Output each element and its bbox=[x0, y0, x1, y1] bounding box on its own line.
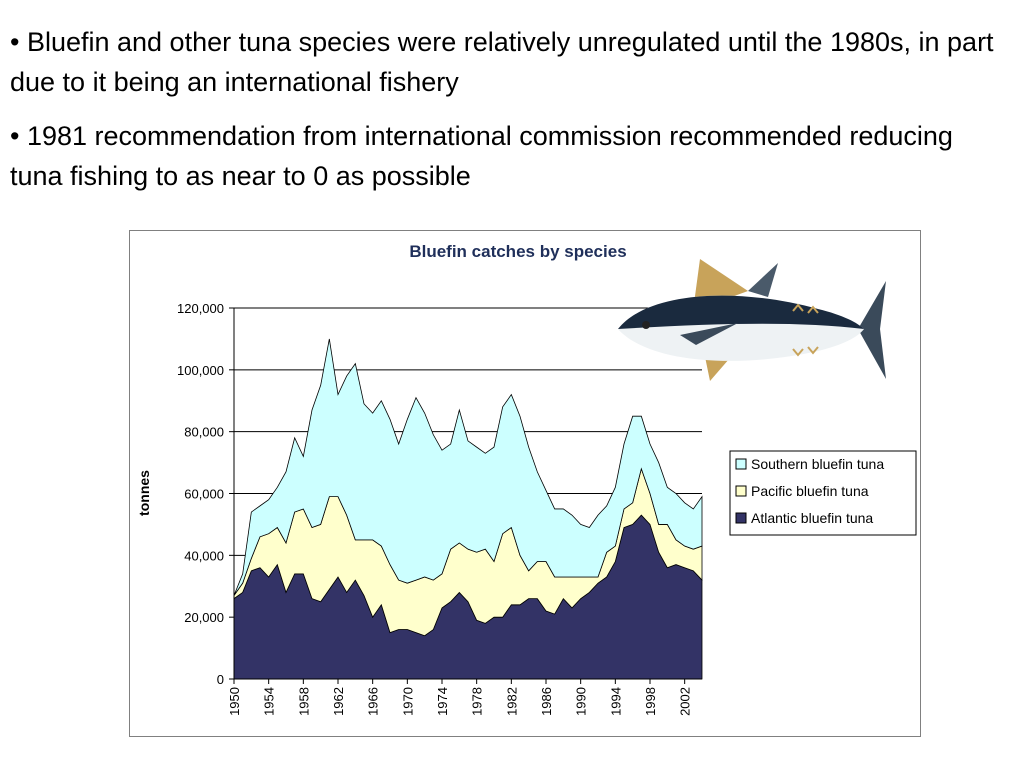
area-southern-bluefin-tuna bbox=[233, 338, 703, 596]
fish-eye bbox=[642, 321, 650, 329]
x-tick-label: 1950 bbox=[227, 687, 242, 716]
x-tick-label: 2002 bbox=[678, 687, 693, 716]
y-tick-label: 120,000 bbox=[177, 301, 224, 316]
legend: Southern bluefin tuna Pacific bluefin tun… bbox=[729, 450, 917, 536]
tail-fin bbox=[858, 281, 886, 379]
y-tick-label: 60,000 bbox=[184, 487, 224, 502]
x-tick-label: 1978 bbox=[470, 687, 485, 716]
legend-swatch bbox=[735, 485, 747, 497]
pectoral-fin bbox=[680, 323, 738, 345]
x-tick-label: 1974 bbox=[435, 687, 450, 716]
legend-label: Atlantic bluefin tuna bbox=[751, 510, 873, 526]
legend-box bbox=[729, 450, 917, 536]
y-tick-label: 80,000 bbox=[184, 425, 224, 440]
y-tick-label: 100,000 bbox=[177, 363, 224, 378]
chart-frame: 0 20,000 40,000 60,000 80,000 100,000 120,000 … bbox=[129, 230, 921, 737]
x-tick-label: 1962 bbox=[331, 687, 346, 716]
y-tick-label: 0 bbox=[217, 672, 224, 687]
x-tick-label: 1998 bbox=[643, 687, 658, 716]
x-tick-label: 1970 bbox=[400, 687, 415, 716]
y-axis-title: tonnes bbox=[136, 470, 152, 516]
x-tick-label: 1954 bbox=[262, 687, 277, 716]
bluefin-catches-chart: 020,00040,00060,00080,000100,000120,000 … bbox=[136, 242, 917, 716]
axes bbox=[229, 307, 702, 684]
area-series bbox=[233, 338, 703, 680]
chart-title: Bluefin catches by species bbox=[409, 242, 626, 261]
x-tick-label: 1994 bbox=[608, 687, 623, 716]
legend-label: Southern bluefin tuna bbox=[751, 456, 884, 472]
bullet-list: • Bluefin and other tuna species were re… bbox=[10, 22, 1010, 210]
second-dorsal-fin bbox=[748, 263, 778, 297]
bluefin-tuna-fish-icon bbox=[618, 259, 886, 381]
y-tick-label: 20,000 bbox=[184, 610, 224, 625]
x-tick-label: 1966 bbox=[366, 687, 381, 716]
fish-back bbox=[618, 295, 864, 329]
x-tick-label: 1958 bbox=[296, 687, 311, 716]
x-tick-label: 1990 bbox=[574, 687, 589, 716]
legend-swatch bbox=[735, 458, 747, 470]
bullet-1: • Bluefin and other tuna species were re… bbox=[10, 27, 994, 97]
finlets bbox=[792, 303, 819, 357]
y-tick-label: 40,000 bbox=[184, 548, 224, 563]
y-tick-labels: 0 20,000 40,000 60,000 80,000 100,000 120,000 bbox=[177, 301, 224, 687]
x-tick-label: 1982 bbox=[504, 687, 519, 716]
legend-label: Pacific bluefin tuna bbox=[751, 483, 869, 499]
x-tick-labels: 1950 1954 1958 1962 1966 1970 1974 1978 1982 1986… bbox=[227, 687, 693, 716]
bullet-2: • 1981 recommendation from international… bbox=[10, 121, 953, 191]
x-tick-label: 1986 bbox=[539, 687, 554, 716]
legend-swatch bbox=[735, 512, 747, 524]
